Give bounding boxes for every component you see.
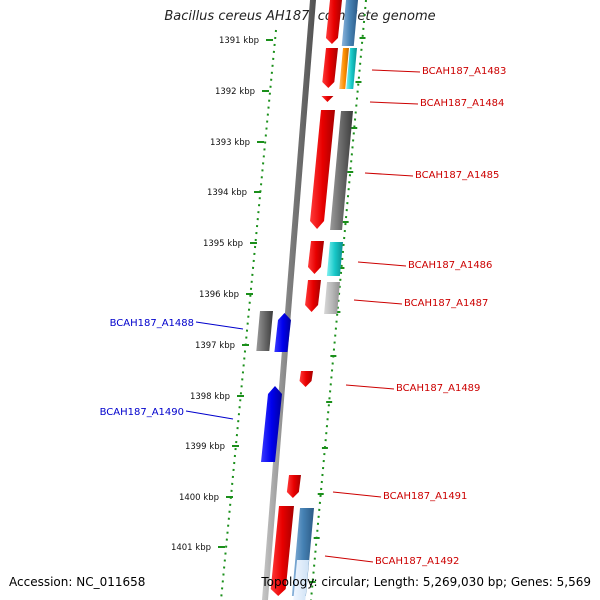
gene-feature[interactable] bbox=[321, 96, 334, 102]
gene-feature[interactable] bbox=[286, 475, 301, 498]
gene-leader-line bbox=[185, 410, 234, 420]
gene-feature[interactable] bbox=[307, 241, 324, 274]
scale-tick-label: 1399 kbp bbox=[185, 442, 225, 452]
gene-leader-line bbox=[195, 321, 244, 330]
gene-feature[interactable] bbox=[339, 48, 349, 89]
gene-feature[interactable] bbox=[322, 48, 338, 88]
scale-tick-label: 1394 kbp bbox=[207, 188, 247, 198]
gene-label[interactable]: BCAH187_A1490 bbox=[100, 407, 184, 418]
scale-tick-label: 1393 kbp bbox=[210, 138, 250, 148]
gene-label[interactable]: BCAH187_A1487 bbox=[404, 298, 488, 309]
scale-tick-label: 1395 kbp bbox=[203, 239, 243, 249]
gene-feature[interactable] bbox=[341, 0, 358, 46]
gene-feature[interactable] bbox=[346, 48, 357, 89]
gene-leader-line bbox=[345, 384, 395, 390]
guide-line-left bbox=[220, 29, 277, 600]
map-title: Bacillus cereus AH187, complete genome bbox=[164, 9, 436, 24]
gene-feature[interactable] bbox=[261, 386, 282, 462]
gene-leader-line bbox=[357, 261, 407, 267]
gene-feature[interactable] bbox=[305, 280, 321, 312]
gene-label[interactable]: BCAH187_A1491 bbox=[383, 491, 467, 502]
gene-leader-line bbox=[364, 172, 414, 177]
gene-label[interactable]: BCAH187_A1492 bbox=[375, 556, 459, 567]
gene-feature[interactable] bbox=[310, 110, 335, 229]
gene-feature[interactable] bbox=[324, 282, 340, 314]
gene-leader-line bbox=[324, 555, 374, 563]
gene-label[interactable]: BCAH187_A1485 bbox=[415, 170, 499, 181]
gene-leader-line bbox=[332, 491, 382, 498]
gene-feature[interactable] bbox=[270, 506, 294, 596]
scale-tick-label: 1392 kbp bbox=[215, 87, 255, 97]
scale-tick-label: 1400 kbp bbox=[179, 493, 219, 503]
accession-text: Accession: NC_011658 bbox=[9, 575, 146, 589]
scale-tick-label: 1396 kbp bbox=[199, 290, 239, 300]
topology-text: Topology: circular; Length: 5,269,030 bp… bbox=[261, 575, 591, 589]
gene-feature[interactable] bbox=[326, 242, 343, 276]
gene-label[interactable]: BCAH187_A1489 bbox=[396, 383, 480, 394]
gene-feature[interactable] bbox=[299, 371, 313, 387]
gene-leader-line bbox=[369, 101, 419, 105]
guide-line-right bbox=[310, 0, 367, 600]
scale-tick-label: 1391 kbp bbox=[219, 36, 259, 46]
gene-label[interactable]: BCAH187_A1486 bbox=[408, 260, 492, 271]
gene-label[interactable]: BCAH187_A1483 bbox=[422, 66, 506, 77]
gene-feature[interactable] bbox=[293, 560, 309, 600]
gene-leader-line bbox=[371, 69, 421, 73]
gene-feature[interactable] bbox=[325, 0, 342, 44]
scale-tick-label: 1401 kbp bbox=[171, 543, 211, 553]
gene-label[interactable]: BCAH187_A1484 bbox=[420, 98, 504, 109]
gene-leader-line bbox=[353, 299, 403, 305]
gene-feature[interactable] bbox=[274, 313, 291, 352]
scale-tick-label: 1398 kbp bbox=[190, 392, 230, 402]
scale-tick-label: 1397 kbp bbox=[195, 341, 235, 351]
gene-feature[interactable] bbox=[256, 311, 273, 351]
gene-feature[interactable] bbox=[330, 111, 353, 230]
gene-label[interactable]: BCAH187_A1488 bbox=[110, 318, 194, 329]
